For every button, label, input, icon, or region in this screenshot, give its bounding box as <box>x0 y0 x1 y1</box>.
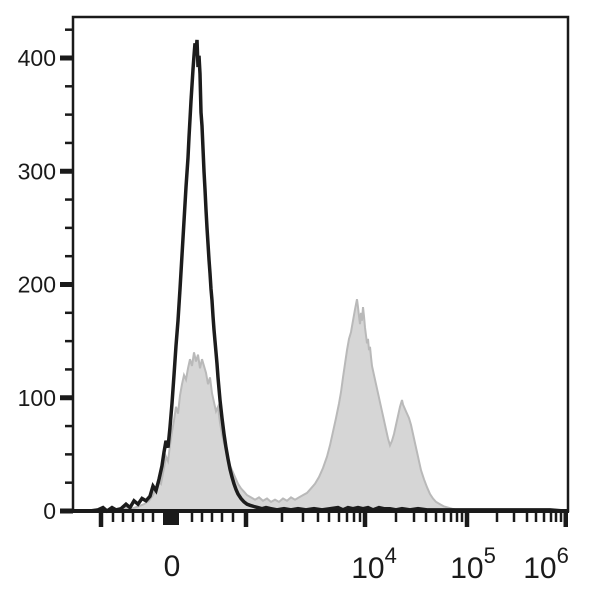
y-axis-minor-tick <box>65 368 73 371</box>
x-axis-minor-tick <box>394 513 398 522</box>
x-axis-minor-tick <box>337 513 341 522</box>
plot-box <box>71 15 570 513</box>
y-axis-tick-label: 100 <box>18 385 56 411</box>
x-axis-major-tick <box>563 513 568 527</box>
y-axis-minor-tick <box>65 141 73 145</box>
x-axis-zero-tick <box>163 513 179 525</box>
x-axis-minor-tick <box>327 513 331 522</box>
x-axis-minor-tick <box>231 513 235 522</box>
y-axis-tick-label: 300 <box>18 158 56 184</box>
y-axis-minor-tick <box>65 254 73 258</box>
x-axis-minor-tick <box>220 513 224 522</box>
x-axis-major-tick <box>464 513 470 527</box>
y-axis-minor-tick <box>65 28 73 31</box>
x-axis-minor-tick <box>512 513 516 522</box>
x-axis-minor-tick <box>412 513 416 522</box>
y-axis-minor-tick <box>65 226 73 230</box>
x-axis-minor-tick <box>345 513 349 522</box>
y-axis-major-tick <box>60 168 73 174</box>
x-axis-major-tick <box>98 513 104 527</box>
y-axis-minor-tick <box>65 339 73 343</box>
x-axis-minor-tick <box>554 513 558 522</box>
x-axis-minor-tick <box>455 513 459 522</box>
y-axis-minor-tick <box>65 113 73 116</box>
y-axis-major-tick <box>60 55 73 61</box>
y-axis-minor-tick <box>65 85 73 88</box>
x-axis-tick-label: 0 <box>164 550 181 583</box>
x-axis-minor-tick <box>559 513 563 522</box>
x-axis-minor-tick <box>141 513 145 522</box>
x-axis-minor-tick <box>449 513 453 522</box>
x-axis-minor-tick <box>210 513 214 522</box>
x-axis-tick-label: 106 <box>523 543 569 585</box>
y-axis-minor-tick <box>65 481 73 484</box>
x-axis-minor-tick <box>358 513 362 522</box>
black-open-histogram <box>78 39 565 514</box>
x-axis-minor-tick <box>352 513 356 522</box>
x-axis-minor-tick <box>534 513 538 522</box>
y-axis-minor-tick <box>65 453 73 456</box>
x-axis-major-tick <box>243 513 249 527</box>
x-axis-minor-tick <box>280 513 284 522</box>
x-axis-minor-tick <box>190 513 194 522</box>
x-axis-minor-tick <box>424 513 428 522</box>
y-axis-tick-label: 0 <box>43 498 56 524</box>
y-axis-minor-tick <box>65 311 73 315</box>
y-axis-tick-label: 400 <box>18 45 56 71</box>
x-axis-minor-tick <box>434 513 438 522</box>
y-axis-minor-tick <box>65 424 73 428</box>
x-axis-minor-tick <box>542 513 546 522</box>
x-axis-major-tick <box>362 513 368 527</box>
x-axis-minor-tick <box>460 513 464 522</box>
x-axis-minor-tick <box>200 513 204 522</box>
gray-filled-histogram <box>87 299 463 512</box>
x-axis-tick-label: 104 <box>351 543 397 585</box>
y-axis-major-tick <box>60 395 73 401</box>
x-axis-tick-label: 105 <box>450 543 496 585</box>
x-axis-minor-tick <box>121 513 125 522</box>
x-axis-minor-tick <box>549 513 553 522</box>
x-axis-minor-tick <box>111 513 115 522</box>
x-axis-minor-tick <box>131 513 135 522</box>
x-axis-minor-tick <box>301 513 305 522</box>
y-axis-minor-tick <box>65 198 73 201</box>
x-axis-minor-tick <box>316 513 320 522</box>
y-axis-major-tick <box>60 508 73 514</box>
x-axis-minor-tick <box>151 513 155 522</box>
x-axis-minor-tick <box>442 513 446 522</box>
x-axis-spine <box>72 509 569 513</box>
y-axis-tick-label: 200 <box>18 272 56 298</box>
y-axis-major-tick <box>60 282 73 287</box>
x-axis-minor-tick <box>525 513 529 522</box>
x-axis-minor-tick <box>495 513 499 522</box>
